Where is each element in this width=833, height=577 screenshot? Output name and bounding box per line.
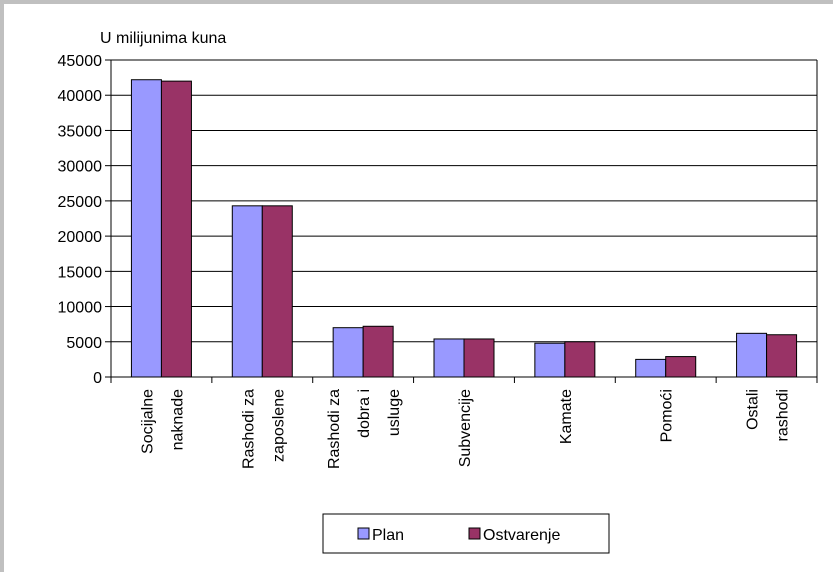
x-category-label: zaposlene [270,389,287,462]
bar-ostvarenje-2 [362,325,394,378]
bar-plan-3 [433,338,465,378]
legend-box [322,513,610,554]
y-tick-label: 30000 [58,159,103,176]
bar-plan-5 [635,358,667,378]
legend-label-ostvarenje: Ostvarenje [483,527,560,544]
x-category-label: usluge [386,389,403,436]
y-tick-label: 25000 [58,194,103,211]
x-category-label: Socijalne [139,389,156,454]
y-tick-label: 5000 [66,335,102,352]
y-tick-label: 20000 [58,229,103,246]
x-category-label: Rashodi za [240,389,257,469]
bar-ostvarenje-6 [766,334,798,378]
legend: Plan Ostvarenje [322,513,610,554]
y-tick-label: 10000 [58,300,103,317]
bar-ostvarenje-0 [160,80,192,378]
bar-plan-1 [231,205,263,378]
bar-ostvarenje-1 [261,205,293,378]
bar-plan-6 [736,332,768,378]
bar-ostvarenje-5 [665,356,697,378]
bar-plan-4 [534,342,566,378]
y-tick-labels: 0 5000 10000 15000 20000 25000 30000 35000 40000… [58,53,103,387]
y-tick-label: 15000 [58,264,103,281]
y-tick-label: 45000 [58,53,103,70]
y-tick-label: 35000 [58,123,103,140]
x-category-label: Subvencije [457,389,474,467]
chart-frame-left [0,0,4,572]
x-category-label: Pomoći [659,389,676,442]
x-category-labels: Socijalne naknade Rashodi za zaposlene Rasho… [139,389,791,469]
unit-label: U milijunima kuna [100,30,226,47]
axes [105,59,818,383]
x-category-label: rashodi [775,389,792,441]
legend-swatch-ostvarenje [468,527,481,540]
bar-plan-0 [130,79,162,378]
grid-lines [111,59,818,377]
x-category-label: Ostali [745,389,762,430]
x-category-label: Rashodi za [326,389,343,469]
x-category-label: dobra i [356,389,373,438]
bar-ostvarenje-4 [564,341,596,378]
y-tick-label: 0 [93,370,102,387]
x-category-label: naknade [169,389,186,450]
y-tick-label: 40000 [58,88,103,105]
bars [130,79,798,378]
legend-label-plan: Plan [372,527,404,544]
bar-ostvarenje-3 [463,338,495,378]
x-category-label: Kamate [558,389,575,444]
bar-plan-2 [332,327,364,378]
chart-frame-top [0,0,833,4]
legend-swatch-plan [357,527,370,540]
